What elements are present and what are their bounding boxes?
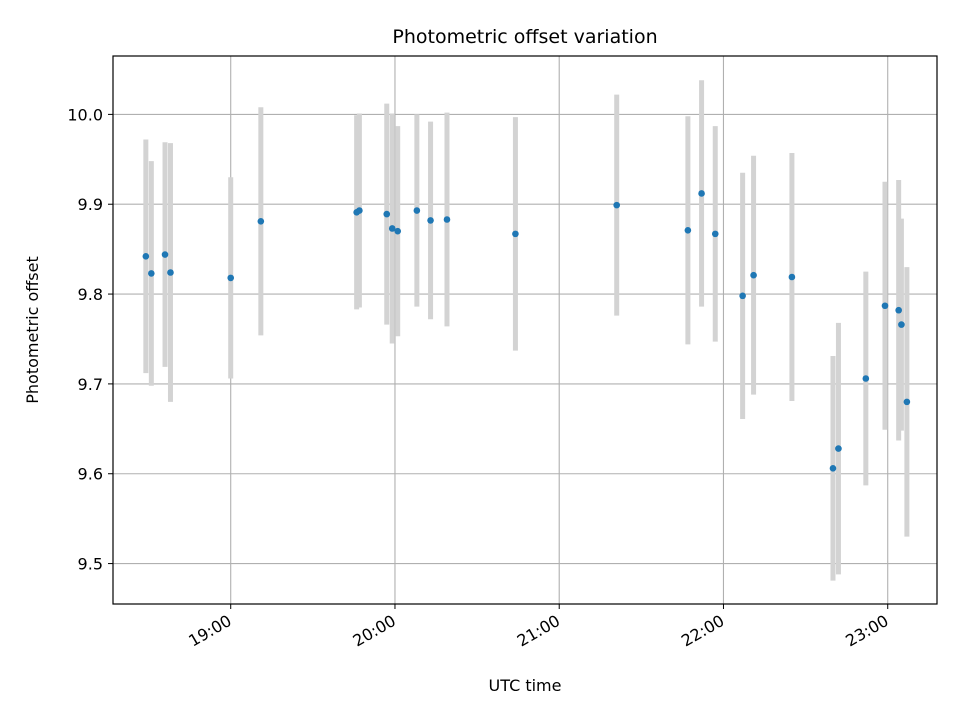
data-point — [383, 210, 391, 218]
y-axis-title: Photometric offset — [23, 256, 42, 404]
data-point — [613, 201, 621, 209]
data-point — [388, 225, 396, 232]
data-point — [167, 269, 174, 276]
data-point — [739, 292, 746, 300]
data-point — [142, 253, 150, 260]
plot-area-frame — [112, 55, 938, 605]
data-point — [148, 270, 155, 277]
data-point — [698, 190, 705, 197]
data-point — [895, 306, 902, 314]
data-point — [413, 207, 421, 214]
x-axis-title: UTC time — [489, 676, 562, 695]
data-point — [788, 273, 796, 281]
data-point — [356, 207, 363, 214]
data-point — [862, 375, 870, 382]
data-point — [427, 217, 434, 224]
data-point — [257, 217, 265, 225]
y-tick-label: 10.0 — [67, 105, 103, 124]
data-point — [161, 251, 169, 258]
grid-lines — [113, 56, 937, 604]
data-point — [711, 230, 719, 238]
data-point — [835, 445, 842, 452]
data-point — [394, 227, 402, 235]
y-tick-label: 9.5 — [78, 555, 103, 574]
y-tick-label: 9.9 — [78, 195, 103, 214]
data-point — [898, 321, 905, 328]
data-point — [881, 302, 889, 310]
y-tick-label: 9.7 — [78, 375, 103, 394]
data-point — [443, 216, 451, 223]
y-axis-ticks: 9.5 9.6 9.7 9.8 9.9 10.0 — [67, 105, 113, 574]
data-points — [142, 190, 911, 472]
data-point — [512, 230, 519, 238]
y-tick-label: 9.6 — [78, 465, 103, 484]
data-point — [829, 465, 837, 472]
data-point — [227, 274, 235, 282]
data-point — [684, 226, 692, 234]
chart-title: Photometric offset variation — [392, 26, 657, 48]
data-point — [903, 398, 911, 406]
y-tick-label: 9.8 — [78, 285, 103, 304]
data-point — [750, 271, 757, 279]
